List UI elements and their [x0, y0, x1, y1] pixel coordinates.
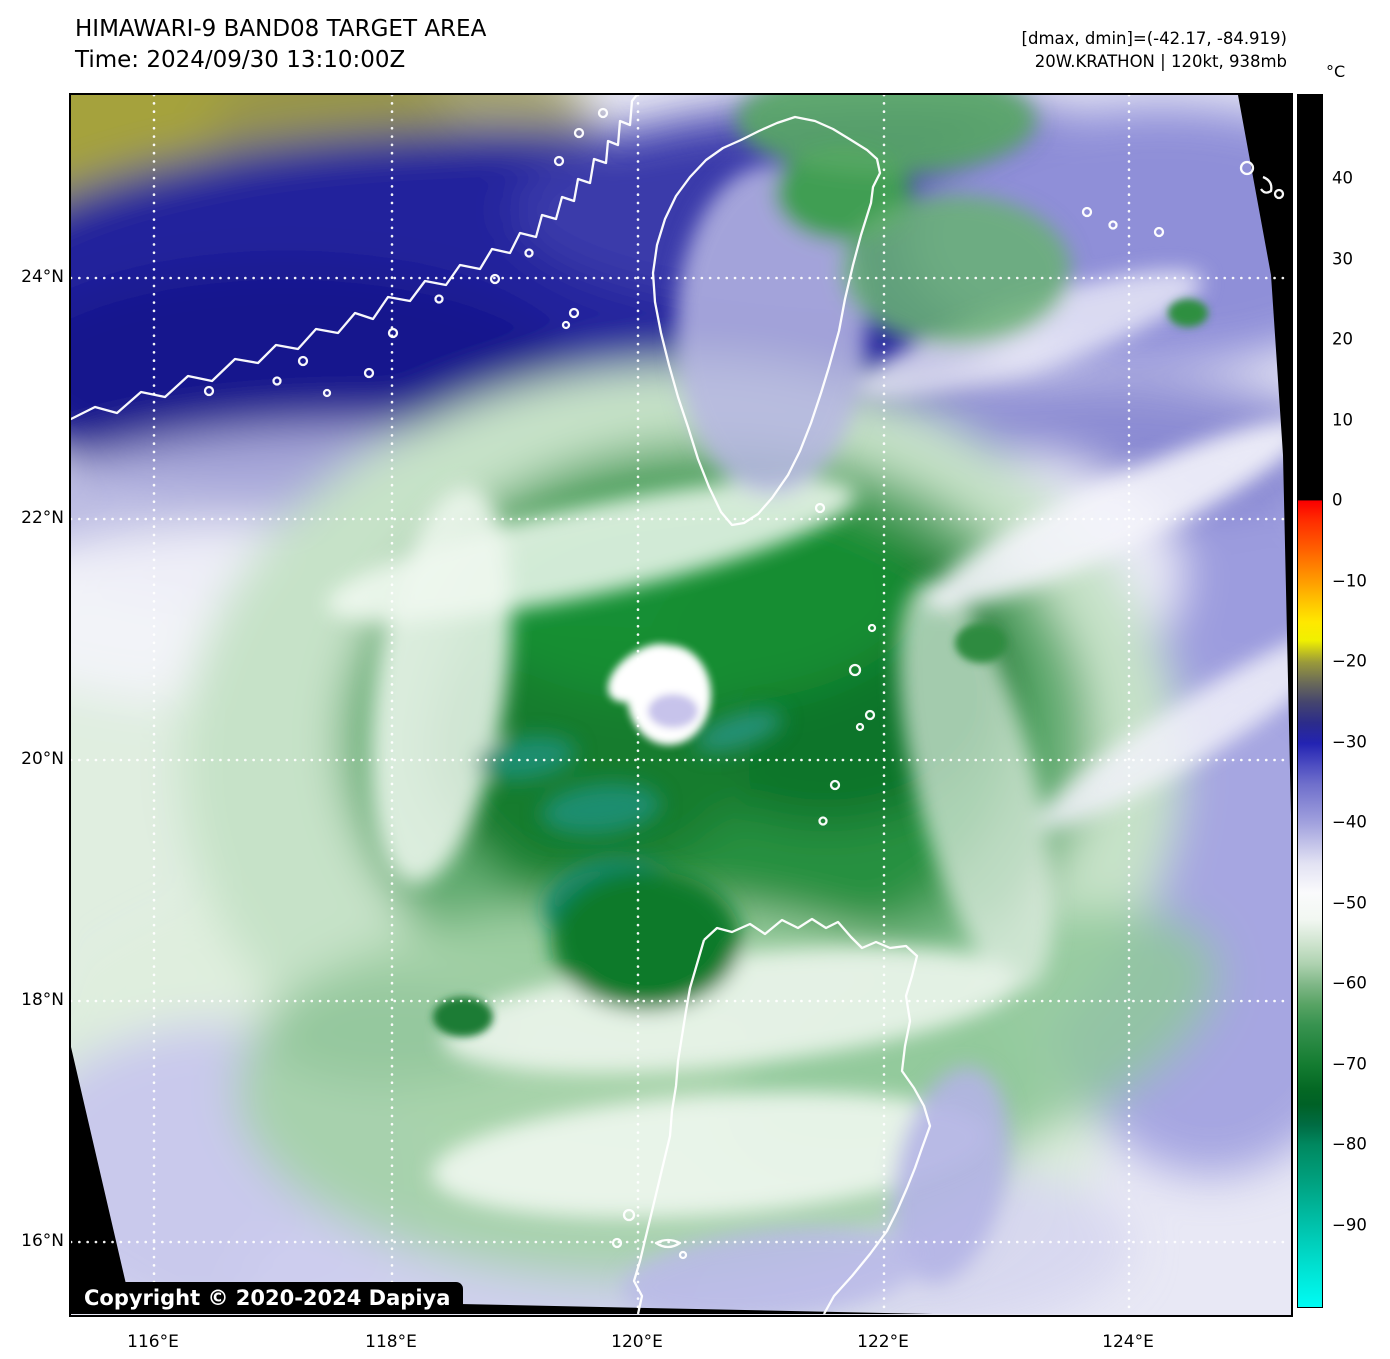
colorbar-unit-label: °C	[1326, 62, 1346, 81]
colorbar-tick-labels: 40 30 20 10 0 −10 −20 −30 −40 −50 −60 −7…	[1332, 94, 1388, 1308]
storm-info-block: [dmax, dmin]=(-42.17, -84.919) 20W.KRATH…	[1022, 28, 1287, 73]
ryukyu-island-markers	[1081, 160, 1285, 238]
colorbar-tick: −50	[1332, 893, 1367, 912]
china-coastline	[71, 95, 639, 421]
colorbar-tick: 30	[1332, 249, 1353, 268]
lat-label-20n: 20°N	[21, 749, 64, 769]
colorbar-tick: −30	[1332, 732, 1367, 751]
lon-label-124e: 124°E	[1102, 1332, 1154, 1352]
coastal-island-markers	[203, 107, 609, 398]
colorbar-tick: −40	[1332, 812, 1367, 832]
lat-label-18n: 18°N	[21, 990, 64, 1010]
colorbar-tick: 0	[1332, 490, 1343, 510]
colorbar-tick: −10	[1332, 571, 1367, 590]
lat-label-22n: 22°N	[21, 508, 64, 528]
lon-label-122e: 122°E	[857, 1332, 909, 1352]
lon-label-120e: 120°E	[611, 1332, 663, 1352]
dmax-dmin-readout: [dmax, dmin]=(-42.17, -84.919)	[1021, 29, 1287, 48]
colorbar-tick: −20	[1332, 651, 1367, 671]
luzon-islet-markers	[611, 1208, 688, 1260]
colorbar-tick: −60	[1332, 973, 1367, 993]
colorbar-tick: −80	[1332, 1134, 1367, 1154]
colorbar	[1297, 94, 1323, 1308]
lon-label-116e: 116°E	[127, 1332, 179, 1352]
green-island-marker	[814, 502, 826, 514]
batanes-island-markers	[818, 623, 877, 826]
lat-label-16n: 16°N	[21, 1231, 64, 1251]
map-panel: Copyright © 2020-2024 Dapiya	[69, 93, 1293, 1317]
colorbar-tick: 10	[1332, 410, 1353, 429]
lon-label-118e: 118°E	[365, 1332, 417, 1352]
data-edge-mask	[71, 95, 1291, 1314]
satellite-imagery	[71, 95, 1291, 1314]
taiwan-coastline	[651, 115, 882, 527]
colorbar-tick: −70	[1332, 1054, 1367, 1073]
storm-readout: 20W.KRATHON | 120kt, 938mb	[1034, 51, 1287, 71]
colorbar-tick: 20	[1332, 329, 1353, 349]
colorbar-tick: −90	[1332, 1215, 1367, 1234]
colorbar-tick: 40	[1332, 168, 1353, 188]
figure-timestamp: Time: 2024/09/30 13:10:00Z	[75, 47, 406, 73]
luzon-coastline	[632, 917, 932, 1314]
figure-title: HIMAWARI-9 BAND08 TARGET AREA	[75, 16, 487, 42]
lat-label-24n: 24°N	[21, 267, 64, 287]
copyright-badge: Copyright © 2020-2024 Dapiya	[71, 1282, 464, 1314]
typhoon-eye	[433, 299, 1208, 1037]
